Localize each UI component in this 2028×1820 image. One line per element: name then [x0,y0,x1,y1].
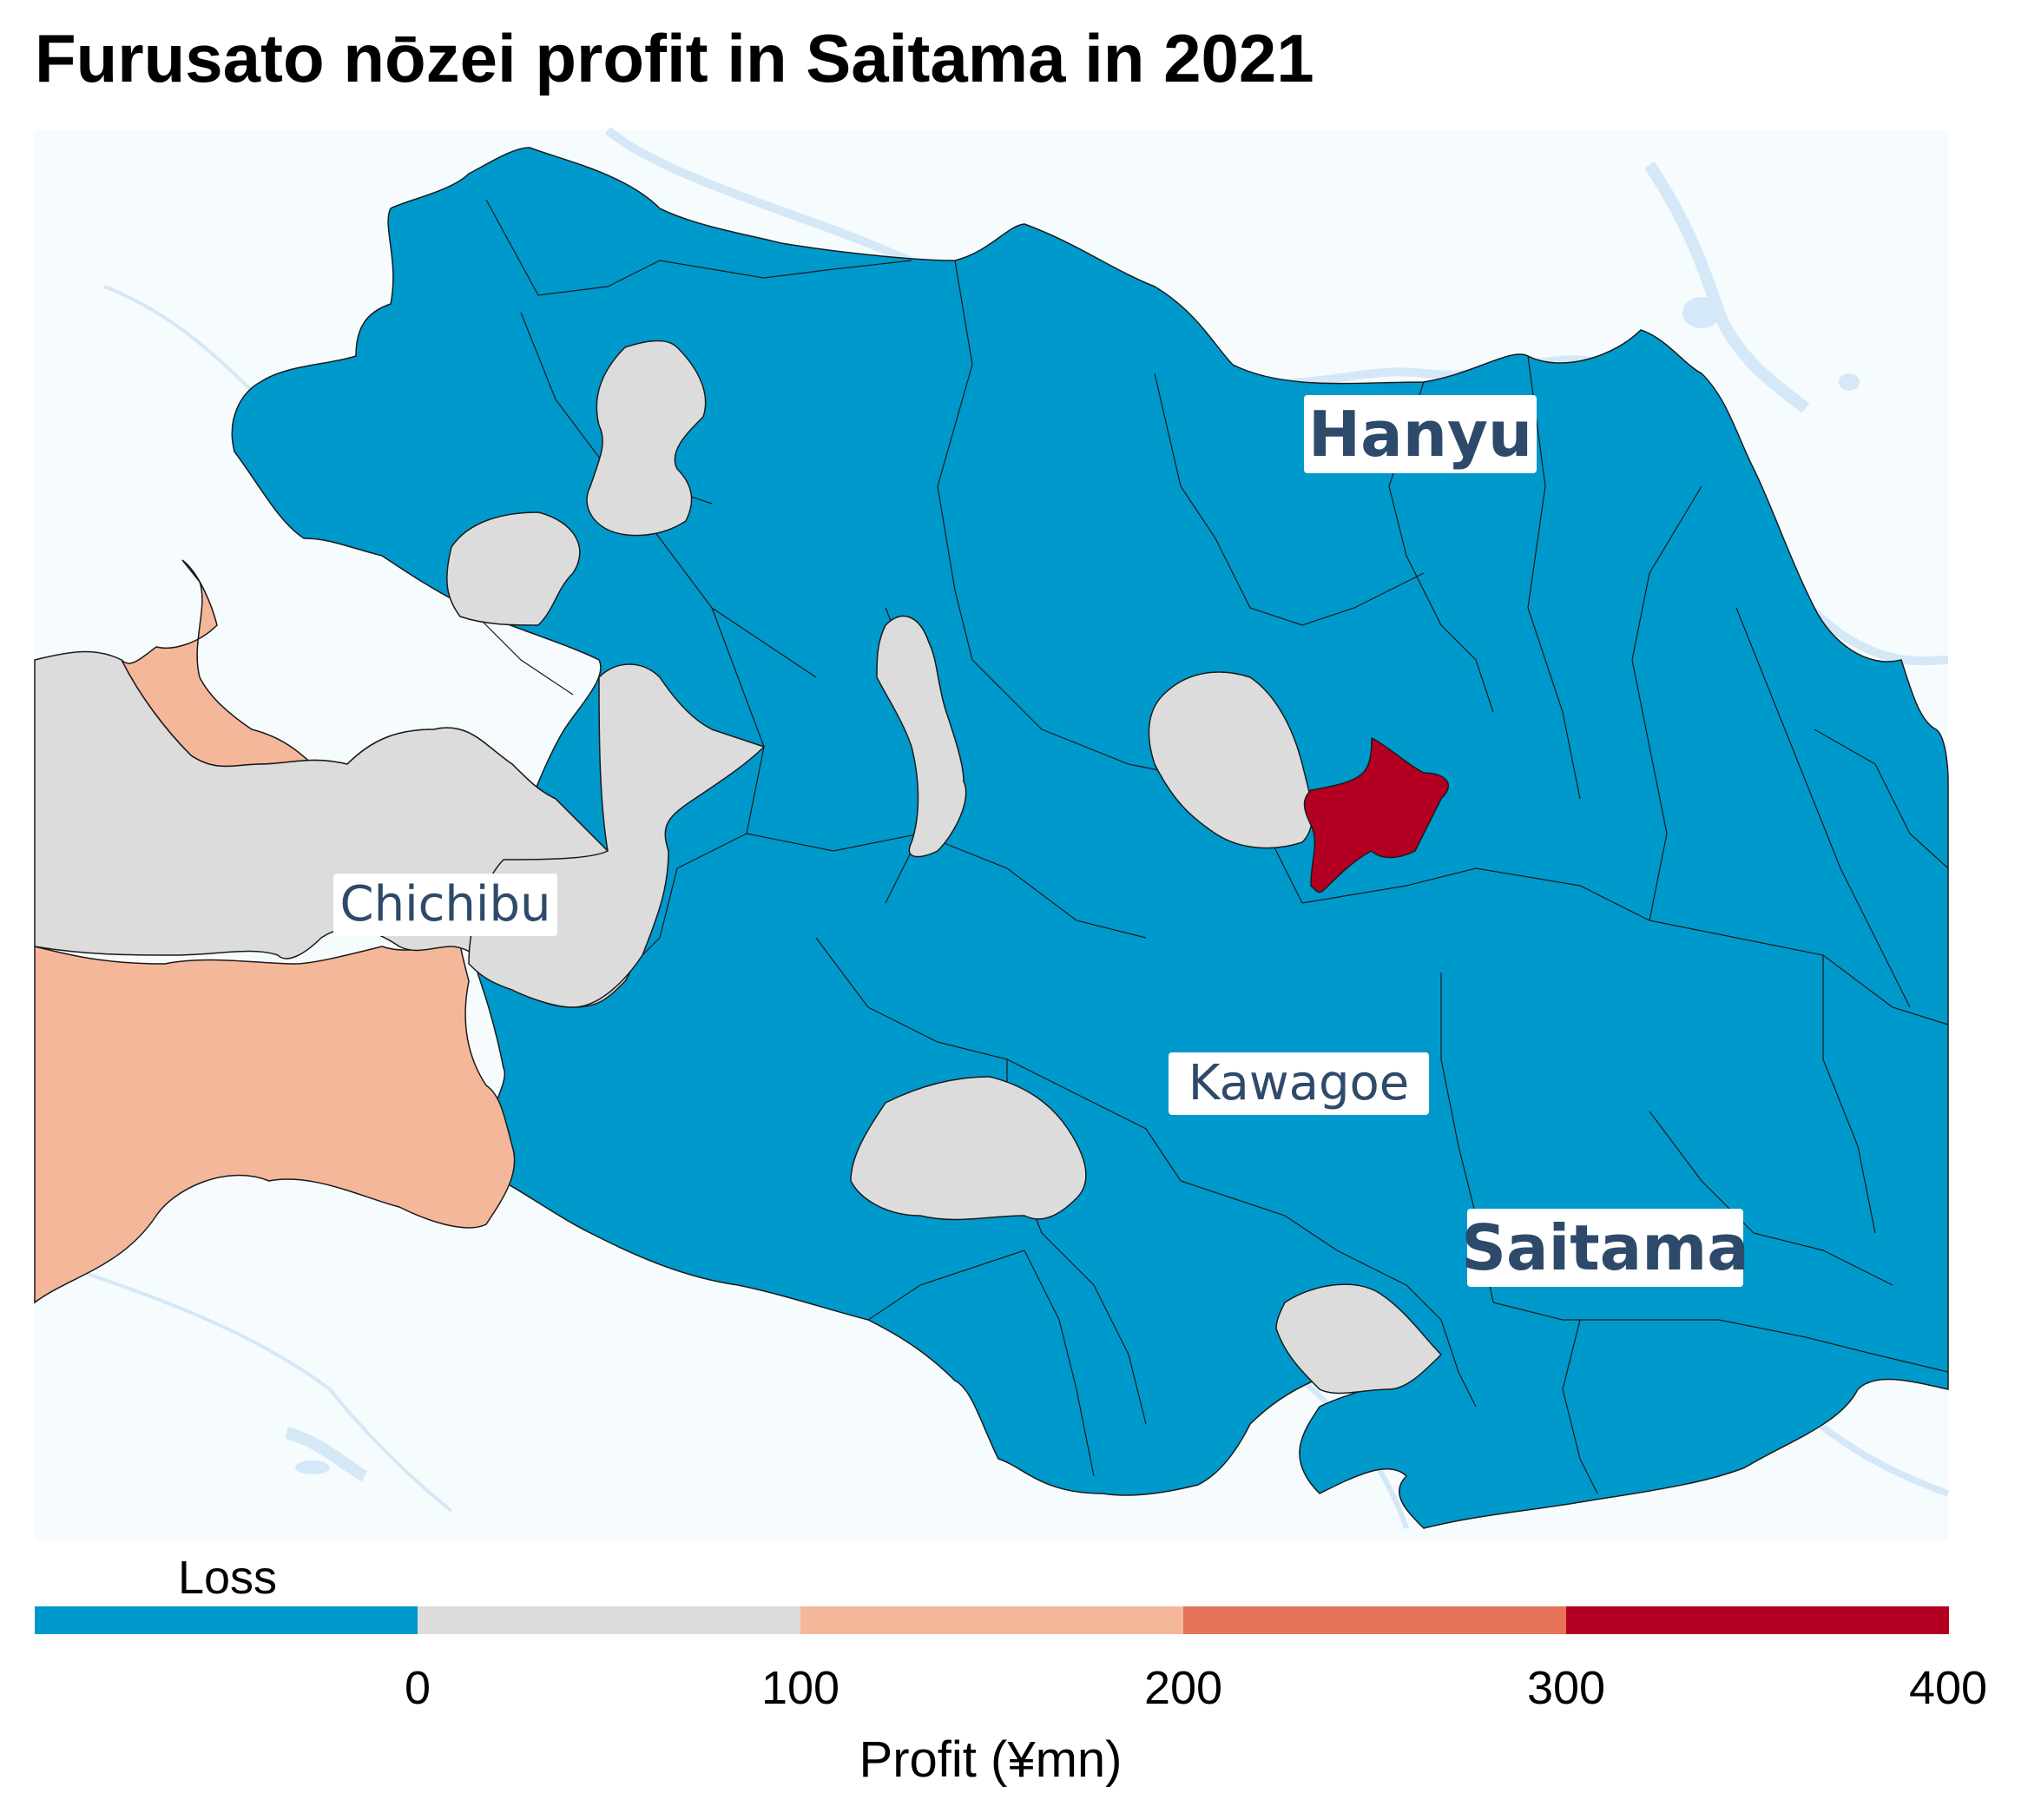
legend-bin-loss [35,1606,418,1634]
label-hanyu: Hanyu [1308,398,1532,471]
legend: Loss 0 100 200 300 400 Profit (¥mn) [35,1552,1987,1788]
label-saitama-bg [1467,1209,1743,1287]
region-profit-0-100-tokigawa [850,1076,1087,1221]
legend-tick-0: 0 [405,1662,431,1714]
legend-tick-400: 400 [1909,1662,1987,1714]
label-kawagoe-group: Kawagoe [1169,1052,1429,1115]
legend-tick-200: 200 [1144,1662,1222,1714]
label-hanyu-bg [1304,395,1537,473]
region-profit-0-100-nagatoro [446,511,581,626]
label-chichibu-group: Chichibu [333,874,557,936]
map-title: Furusato nōzei profit in Saitama in 2021 [35,20,1314,96]
label-saitama: Saitama [1461,1211,1749,1284]
region-profit-0-100-minano [586,340,707,537]
legend-tick-300: 300 [1527,1662,1605,1714]
label-chichibu-bg [333,874,557,936]
label-hanyu-group: Hanyu [1304,395,1537,473]
label-kawagoe-bg [1169,1052,1429,1115]
region-profit-0-100-kumagaya [1148,671,1314,849]
region-profit-0-100-south [1275,1283,1443,1395]
label-saitama-group: Saitama [1461,1209,1749,1287]
region-profit-0-100-yorii [876,616,967,858]
region-profit-300-400 [1303,736,1449,894]
label-kawagoe: Kawagoe [1188,1055,1409,1111]
legend-bin-100-200 [800,1606,1183,1634]
legend-tick-100: 100 [761,1662,840,1714]
legend-bin-0-100 [418,1606,800,1634]
legend-loss-label: Loss [178,1552,277,1604]
water-bodies [295,297,1860,1474]
legend-title: Profit (¥mn) [859,1731,1123,1788]
legend-bin-300-400 [1566,1606,1949,1634]
legend-bin-200-300 [1183,1606,1566,1634]
label-chichibu: Chichibu [339,876,550,933]
